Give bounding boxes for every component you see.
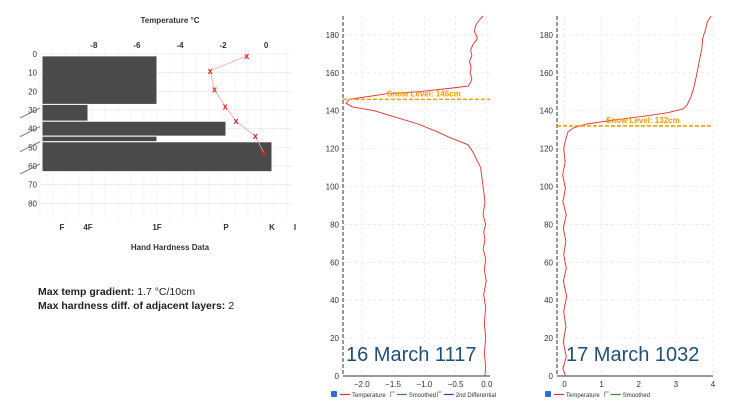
chart1-y-tick: 140	[326, 107, 340, 116]
profile-layer-tick-mark	[19, 163, 41, 175]
chart1-x-tick: −1.0	[416, 380, 432, 389]
profile-layer-bar	[41, 120, 227, 137]
chart1-y-tick: 40	[330, 296, 339, 305]
profile-layer-bar	[41, 103, 89, 122]
profile-temperature-point: x	[261, 148, 266, 158]
chart1-legend-label: Smoothed	[409, 393, 436, 399]
chart2-series-line	[562, 15, 712, 377]
profile-temp-tick: 0	[264, 41, 269, 50]
chart2-y-tick: 120	[540, 145, 554, 154]
profile-depth-tick: 60	[28, 162, 37, 171]
profile-temperature-point: x	[244, 51, 249, 61]
chart1-legend-toggle	[437, 391, 442, 397]
chart1-snow-level-label: Snow Level: 146cm	[387, 89, 461, 98]
profile-temp-tick: -8	[90, 41, 98, 50]
profile-depth-tick: 20	[28, 87, 37, 96]
chart1-x-tick: −2.0	[354, 380, 370, 389]
profile-depth-tick: 50	[28, 143, 37, 152]
profile-temperature-point: x	[208, 66, 213, 76]
chart2-x-tick: 4	[711, 380, 716, 389]
profile-hardness-tick: P	[223, 223, 229, 232]
profile-top-title: Temperature °C	[140, 16, 199, 25]
profile-layer-bar	[41, 135, 158, 143]
max-temp-gradient-label: Max temp gradient:	[38, 286, 135, 298]
chart1-legend-label: Temperature	[352, 393, 386, 399]
chart2-x-tick: 1	[599, 380, 604, 389]
chart1-x-tick: −0.5	[448, 380, 464, 389]
profile-hardness-tick: K	[269, 223, 275, 232]
profile-temp-tick: -2	[220, 41, 228, 50]
chart1-series-line	[345, 15, 487, 377]
chart2-y-tick: 180	[540, 31, 554, 40]
profile-temperature-point: x	[223, 101, 228, 111]
chart2-x-tick: 2	[636, 380, 641, 389]
profile-depth-tick: 80	[28, 199, 37, 208]
profile-bottom-title: Hand Hardness Data	[131, 243, 210, 252]
profile-depth-tick: 0	[33, 50, 38, 59]
date-label-16-march: 16 March 1117	[346, 344, 477, 366]
chart2-legend-checkbox	[545, 391, 551, 397]
chart1-y-tick: 60	[330, 258, 339, 267]
profile-depth-tick: 70	[28, 181, 37, 190]
profile-temp-tick: -4	[176, 41, 184, 50]
max-hardness-diff-value: 2	[228, 300, 235, 312]
profile-temperature-line	[209, 55, 265, 154]
chart1-y-tick: 180	[326, 31, 340, 40]
profile-hardness-tick: I	[294, 223, 296, 232]
chart2-legend-label: Temperature	[566, 393, 600, 399]
chart2-snow-level-label: Snow Level: 132cm	[606, 116, 680, 125]
chart2-legend-label: Smoothed	[623, 393, 650, 399]
chart2-y-tick: 40	[544, 296, 553, 305]
max-temp-gradient: Max temp gradient: 1.7 °C/10cm	[38, 286, 195, 298]
profile-temp-tick: -6	[133, 41, 141, 50]
max-hardness-diff-label: Max hardness diff. of adjacent layers:	[38, 300, 226, 312]
chart1-x-tick: −1.5	[385, 380, 401, 389]
chart1-y-tick: 100	[326, 183, 340, 192]
date-label-17-march: 17 March 1032	[566, 344, 700, 366]
profile-hardness-tick: 4F	[83, 223, 92, 232]
profile-hardness-tick: 1F	[152, 223, 161, 232]
chart2-x-tick: 0	[562, 380, 567, 389]
profile-layer-bar	[41, 141, 273, 173]
chart1-y-tick: 20	[330, 334, 339, 343]
profile-temperature-point: x	[212, 84, 217, 94]
profile-depth-tick: 30	[28, 106, 37, 115]
profile-depth-tick: 10	[28, 69, 37, 78]
chart2-y-tick: 140	[540, 107, 554, 116]
chart2-y-tick: 0	[549, 372, 554, 381]
profile-layer-bar	[41, 55, 158, 105]
chart1-legend-toggle	[390, 391, 395, 397]
profile-hardness-tick: F	[60, 223, 65, 232]
profile-temperature-point: x	[253, 131, 258, 141]
chart2-y-tick: 80	[544, 220, 553, 229]
profile-temperature-point: x	[233, 116, 238, 126]
chart2-x-tick: 3	[674, 380, 679, 389]
profile-depth-tick: 40	[28, 125, 37, 134]
max-hardness-diff: Max hardness diff. of adjacent layers: 2	[38, 300, 234, 312]
chart1-legend-label: 2nd Differential	[456, 393, 496, 399]
chart2-y-tick: 100	[540, 183, 554, 192]
profile-layer-tick-mark	[19, 107, 41, 119]
chart1-legend-checkbox	[331, 391, 337, 397]
chart1-y-tick: 120	[326, 145, 340, 154]
chart1-y-tick: 80	[330, 220, 339, 229]
chart2-y-tick: 160	[540, 69, 554, 78]
max-temp-gradient-value: 1.7 °C/10cm	[137, 286, 196, 298]
chart2-legend-toggle	[604, 391, 609, 397]
chart1-x-tick: 0.0	[481, 380, 493, 389]
chart1-y-tick: 0	[335, 372, 340, 381]
profile-layer-tick-mark	[19, 126, 41, 138]
chart1-y-tick: 160	[326, 69, 340, 78]
chart2-y-tick: 20	[544, 334, 553, 343]
profile-layer-tick-mark	[19, 141, 41, 153]
chart2-y-tick: 60	[544, 258, 553, 267]
